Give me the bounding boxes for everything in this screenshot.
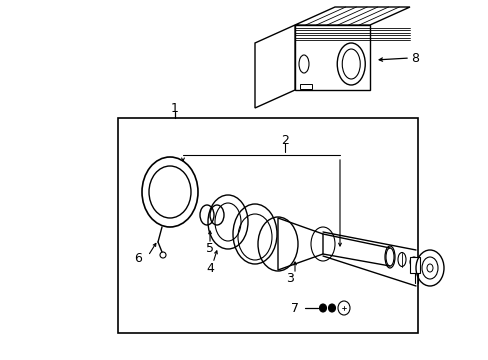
Text: 7: 7 (290, 302, 298, 315)
Text: 2: 2 (281, 134, 288, 147)
Text: 5: 5 (205, 242, 214, 255)
Bar (299, 84, 311, 89)
Ellipse shape (319, 304, 326, 312)
Bar (118, 118, 417, 333)
Polygon shape (294, 7, 409, 25)
Text: 4: 4 (205, 261, 214, 274)
Text: 3: 3 (285, 271, 293, 284)
Bar (409, 257, 419, 273)
Polygon shape (278, 218, 323, 270)
Polygon shape (254, 25, 294, 108)
Text: 6: 6 (134, 252, 142, 265)
Ellipse shape (328, 304, 335, 312)
Bar (294, 25, 369, 90)
Text: 1: 1 (171, 102, 179, 114)
Text: 8: 8 (410, 51, 418, 64)
